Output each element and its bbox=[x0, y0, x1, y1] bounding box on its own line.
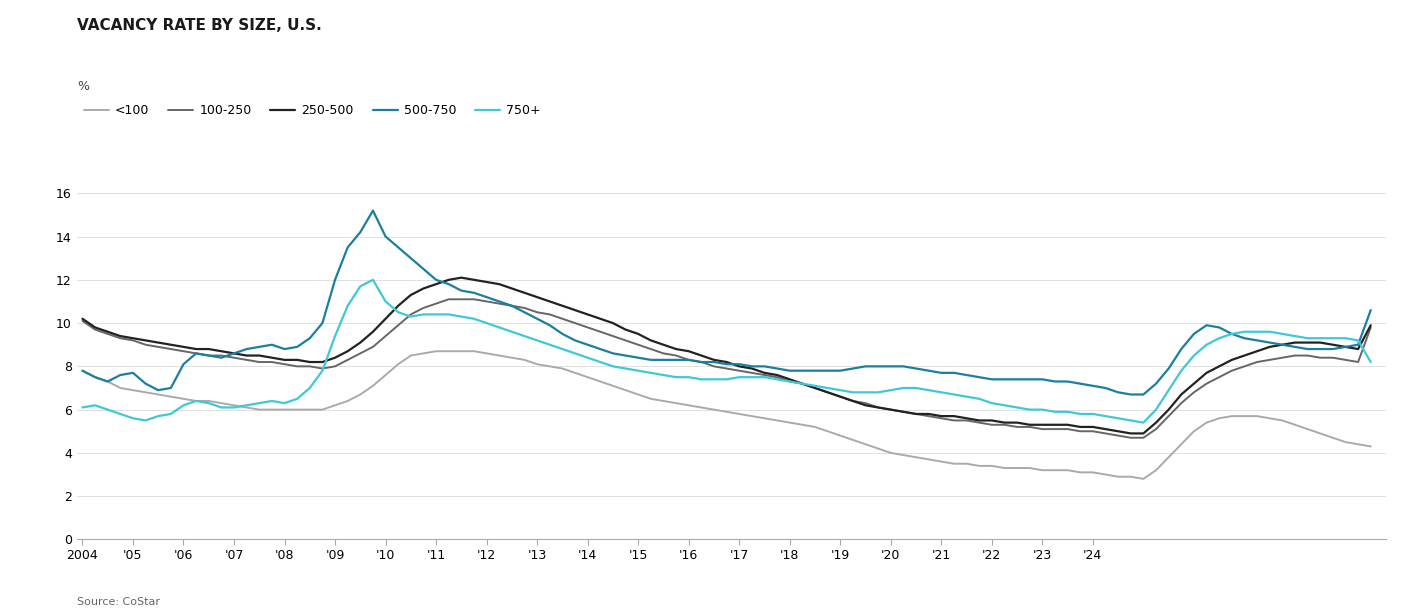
100-250 bbox=[832, 393, 848, 400]
500-750 bbox=[1273, 341, 1290, 348]
100-250 bbox=[1273, 354, 1290, 362]
250-500 bbox=[1235, 352, 1252, 359]
<100 bbox=[1362, 443, 1379, 450]
750+ bbox=[1261, 328, 1278, 335]
500-750 bbox=[832, 367, 848, 375]
750+ bbox=[1299, 335, 1316, 342]
500-750 bbox=[1123, 391, 1140, 398]
750+ bbox=[364, 276, 381, 283]
Line: 750+: 750+ bbox=[83, 280, 1370, 422]
500-750 bbox=[1299, 345, 1316, 352]
<100 bbox=[1135, 475, 1152, 482]
Text: VACANCY RATE BY SIZE, U.S.: VACANCY RATE BY SIZE, U.S. bbox=[77, 18, 322, 33]
750+ bbox=[832, 386, 848, 394]
<100 bbox=[832, 432, 848, 440]
750+ bbox=[440, 311, 457, 318]
250-500 bbox=[1273, 341, 1290, 348]
Line: 500-750: 500-750 bbox=[83, 211, 1370, 395]
750+ bbox=[1235, 328, 1252, 335]
100-250 bbox=[1362, 324, 1379, 331]
750+ bbox=[1362, 359, 1379, 366]
500-750 bbox=[1261, 339, 1278, 346]
250-500 bbox=[832, 393, 848, 400]
250-500 bbox=[453, 274, 470, 281]
100-250 bbox=[1235, 363, 1252, 370]
Line: 100-250: 100-250 bbox=[83, 299, 1370, 438]
100-250 bbox=[75, 318, 91, 325]
<100 bbox=[1299, 425, 1316, 433]
250-500 bbox=[1261, 343, 1278, 351]
750+ bbox=[1273, 330, 1290, 338]
<100 bbox=[1261, 414, 1278, 422]
250-500 bbox=[75, 315, 91, 322]
Line: <100: <100 bbox=[83, 351, 1370, 479]
250-500 bbox=[428, 281, 445, 288]
250-500 bbox=[1123, 430, 1140, 437]
Text: %: % bbox=[77, 80, 90, 93]
Text: Source: CoStar: Source: CoStar bbox=[77, 597, 160, 607]
750+ bbox=[1135, 419, 1152, 426]
<100 bbox=[75, 367, 91, 375]
<100 bbox=[440, 348, 457, 355]
750+ bbox=[75, 404, 91, 411]
250-500 bbox=[1362, 322, 1379, 329]
100-250 bbox=[1123, 434, 1140, 441]
Line: 250-500: 250-500 bbox=[83, 278, 1370, 433]
100-250 bbox=[428, 300, 445, 307]
Legend: <100, 100-250, 250-500, 500-750, 750+: <100, 100-250, 250-500, 500-750, 750+ bbox=[83, 104, 542, 117]
<100 bbox=[1273, 417, 1290, 424]
500-750 bbox=[1362, 306, 1379, 314]
500-750 bbox=[364, 207, 381, 215]
100-250 bbox=[440, 295, 457, 303]
100-250 bbox=[1261, 356, 1278, 364]
500-750 bbox=[440, 281, 457, 288]
500-750 bbox=[75, 367, 91, 375]
500-750 bbox=[1235, 335, 1252, 342]
250-500 bbox=[1299, 339, 1316, 346]
<100 bbox=[1235, 413, 1252, 420]
<100 bbox=[428, 348, 445, 355]
100-250 bbox=[1299, 352, 1316, 359]
